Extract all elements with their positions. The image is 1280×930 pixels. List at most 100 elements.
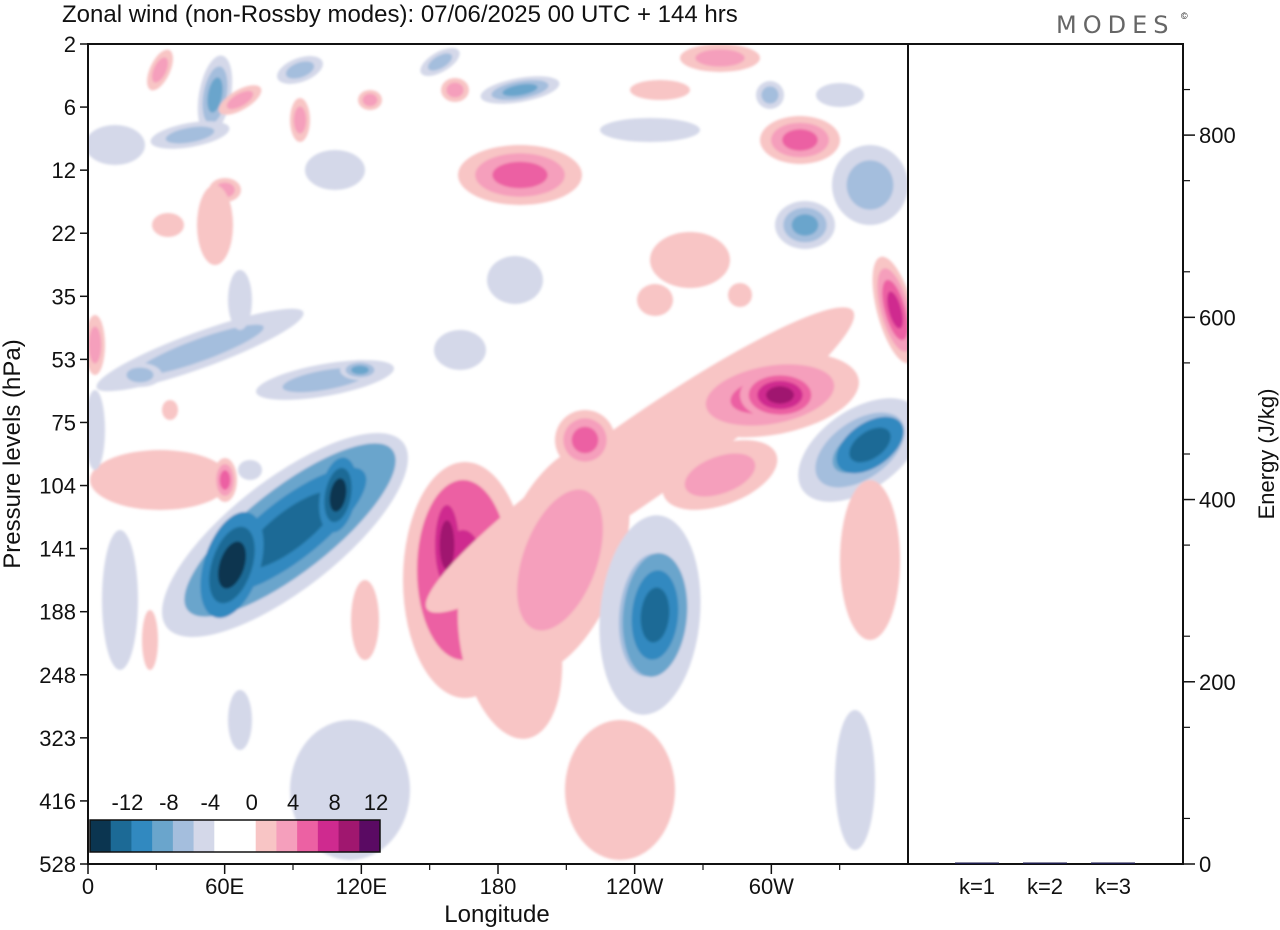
colorbar-swatch <box>90 820 112 852</box>
energy-axis: 0 200 400 600 800 <box>1183 88 1236 877</box>
band <box>102 530 138 670</box>
positive-edge <box>872 256 908 364</box>
band <box>351 580 379 660</box>
energy-tick-label: 600 <box>1199 305 1236 330</box>
energy-bar <box>1091 862 1135 864</box>
y-tick-label: 2 <box>64 32 76 57</box>
colorbar-swatch <box>297 820 319 852</box>
energy-tick-label: 200 <box>1199 670 1236 695</box>
positive-band-max <box>740 370 820 420</box>
y-tick-label: 141 <box>39 537 76 562</box>
band <box>228 270 252 330</box>
streak <box>650 232 730 288</box>
colorbar: -12 -8 -4 0 4 8 12 <box>89 790 388 853</box>
colorbar-swatch <box>193 820 215 852</box>
streak <box>290 98 310 142</box>
brand-logo: MODES <box>1056 11 1174 39</box>
band <box>238 460 262 480</box>
streak <box>637 284 673 316</box>
colorbar-swatch <box>317 820 340 852</box>
colorbar-label: 4 <box>287 790 299 815</box>
band <box>162 400 178 420</box>
streak <box>277 56 323 84</box>
y-tick-label: 6 <box>64 95 76 120</box>
positive-band <box>490 445 630 675</box>
streak <box>152 213 184 237</box>
streak <box>600 118 700 142</box>
x-tick-label: 120W <box>606 874 664 899</box>
band <box>213 458 237 502</box>
colorbar-frame <box>89 819 381 853</box>
colorbar-swatch <box>276 820 298 852</box>
streak <box>775 201 835 249</box>
negative-jet-max <box>200 511 264 619</box>
colorbar-swatch <box>110 820 132 852</box>
colorbar-label: 12 <box>364 790 388 815</box>
streak <box>487 256 543 304</box>
energy-tick-label: 800 <box>1199 123 1236 148</box>
colorbar-swatch <box>152 820 174 852</box>
band <box>88 315 105 375</box>
streak <box>441 78 469 102</box>
negative-lower <box>835 710 875 850</box>
positive-edge <box>840 480 900 640</box>
energy-bar <box>955 862 999 864</box>
colorbar-label: -8 <box>159 790 179 815</box>
band <box>142 610 158 670</box>
y-tick-label: 22 <box>52 221 76 246</box>
band <box>90 450 230 510</box>
brand-mark: © <box>1181 11 1188 21</box>
colorbar-swatch <box>338 820 360 852</box>
x-tick-label: 60E <box>205 874 244 899</box>
band <box>88 390 105 470</box>
energy-axis-label: Energy (J/kg) <box>1254 389 1279 520</box>
colorbar-swatch <box>255 820 277 852</box>
y-tick-label: 416 <box>39 789 76 814</box>
negative-jet-max <box>319 457 357 533</box>
colorbar-label: -4 <box>201 790 221 815</box>
streak <box>150 121 230 149</box>
x-tick-label: 120E <box>336 874 387 899</box>
y-tick-label: 248 <box>39 663 76 688</box>
colorbar-swatch <box>172 820 195 852</box>
energy-tick-label: 0 <box>1199 852 1211 877</box>
energy-bar-label: k=1 <box>959 874 995 899</box>
streak <box>680 44 760 72</box>
x-tick-label: 180 <box>480 874 517 899</box>
y-tick-label: 528 <box>39 852 76 877</box>
y-axis: 2 6 12 22 35 53 75 104 141 188 248 323 416 528 <box>39 32 88 877</box>
negative-east-core <box>836 416 904 474</box>
streak <box>420 48 460 76</box>
chart-title: Zonal wind (non-Rossby modes): 07/06/202… <box>62 1 738 28</box>
x-axis: 0 60E 120E 180 120W 60W <box>82 864 841 899</box>
y-axis-label: Pressure levels (hPa) <box>0 339 26 568</box>
streak <box>147 49 173 91</box>
colorbar-swatch <box>235 820 257 852</box>
x-tick-label: 60W <box>749 874 794 899</box>
streak <box>480 76 560 104</box>
streak <box>756 81 784 109</box>
colorbar-label: 8 <box>328 790 340 815</box>
x-tick-label: 0 <box>82 874 94 899</box>
streak <box>218 85 262 115</box>
streak <box>88 125 145 165</box>
energy-tick-label: 400 <box>1199 488 1236 513</box>
streak <box>358 90 382 110</box>
colorbar-swatch <box>131 820 153 852</box>
streak <box>728 283 752 307</box>
band <box>118 363 162 387</box>
band <box>340 360 380 380</box>
y-tick-label: 188 <box>39 600 76 625</box>
energy-panel-frame <box>907 43 1184 865</box>
negative-cell-core <box>622 553 688 677</box>
y-tick-label: 75 <box>52 410 76 435</box>
y-tick-label: 53 <box>52 347 76 372</box>
streak <box>832 145 908 225</box>
y-tick-label: 12 <box>52 158 76 183</box>
energy-bar-label: k=3 <box>1095 874 1131 899</box>
positive-lower <box>565 720 675 860</box>
colorbar-label: -12 <box>112 790 144 815</box>
streak <box>816 83 864 107</box>
positive-band <box>555 410 615 470</box>
